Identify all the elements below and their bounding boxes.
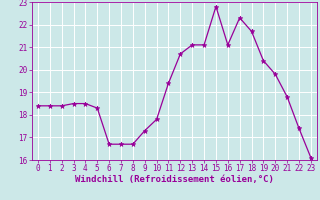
X-axis label: Windchill (Refroidissement éolien,°C): Windchill (Refroidissement éolien,°C) — [75, 175, 274, 184]
